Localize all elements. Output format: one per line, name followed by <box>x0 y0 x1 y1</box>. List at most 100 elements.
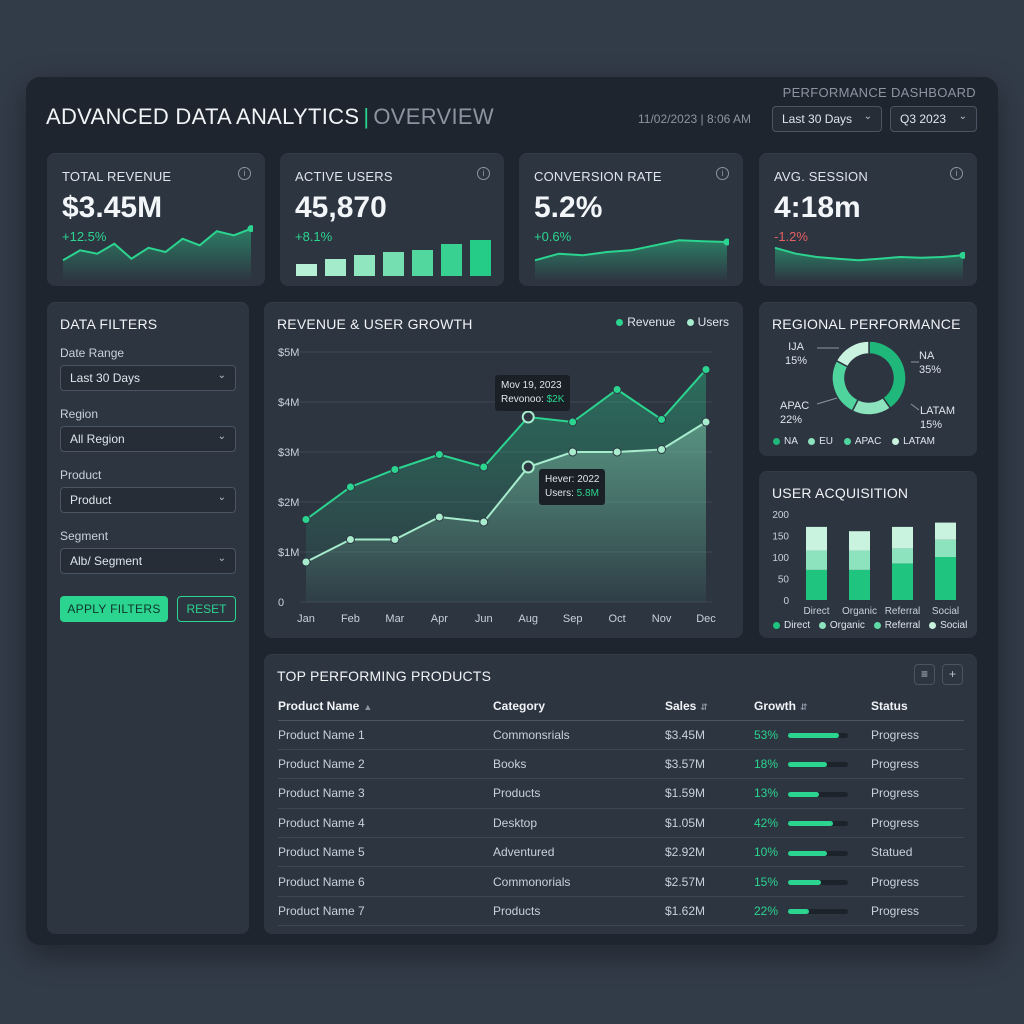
legend-item-na[interactable]: NA <box>773 436 797 447</box>
quarter-dropdown[interactable]: Q3 2023 ⌄ <box>890 106 977 132</box>
data-point-users[interactable] <box>301 557 311 567</box>
data-point-users[interactable] <box>345 535 355 544</box>
bar-segment-direct[interactable] <box>849 569 870 600</box>
users-tooltip: Hever: 2022 Users: 5.8M <box>539 469 606 505</box>
bar-segment-social[interactable] <box>849 531 870 551</box>
legend-item-organic[interactable]: Organic <box>818 620 865 631</box>
table-row[interactable]: Product Name 4 Desktop $1.05M 42% Progress <box>278 808 964 839</box>
column-header-status[interactable]: Status <box>871 692 964 721</box>
leader-line <box>910 403 920 411</box>
data-point-revenue[interactable] <box>434 450 444 459</box>
data-point-users[interactable] <box>612 447 622 457</box>
sort-icon[interactable]: ⇵ <box>800 701 808 712</box>
filter-icon[interactable]: ≡ <box>914 664 935 685</box>
info-icon[interactable]: i <box>716 167 729 180</box>
data-point-revenue[interactable] <box>701 365 711 374</box>
bar-segment-social[interactable] <box>935 522 956 540</box>
legend-item-social[interactable]: Social <box>929 620 967 631</box>
product-name-cell: Product Name 5 <box>278 837 493 868</box>
growth-bar-fill <box>788 733 839 739</box>
bar-segment-direct[interactable] <box>892 563 913 600</box>
bar-segment-social[interactable] <box>892 526 913 549</box>
apply-filters-button[interactable]: APPLY FILTERS <box>60 596 168 622</box>
region-value: All Region <box>70 432 125 446</box>
data-point-revenue[interactable] <box>479 462 489 472</box>
data-point-revenue[interactable] <box>612 385 622 394</box>
column-header-growth[interactable]: Growth ⇵ <box>754 692 871 721</box>
legend-label: Referral <box>884 620 921 631</box>
data-point-users[interactable] <box>479 517 489 527</box>
donut-slice-na[interactable] <box>868 340 907 410</box>
table-row[interactable]: Product Name 7 Products $1.62M 22% Progress <box>278 896 964 927</box>
table-row[interactable]: Product Name 3 Products $1.59M 13% Progress <box>278 778 964 809</box>
column-header-category[interactable]: Category <box>493 692 665 721</box>
region-select[interactable]: All Region ⌄ <box>60 426 236 452</box>
revenue-tooltip: Mov 19, 2023 Revonoo: $2K <box>495 375 571 411</box>
donut-slice-apac[interactable] <box>831 359 860 413</box>
sales-cell: $2.57M <box>665 866 754 897</box>
data-point-users[interactable] <box>390 535 400 544</box>
legend-item-apac[interactable]: APAC <box>843 436 881 447</box>
region-label-eu: IJA 15% <box>785 340 807 368</box>
info-icon[interactable]: i <box>950 167 963 180</box>
revenue-chart-legend: Revenue Users <box>608 315 729 329</box>
bar-segment-organic[interactable] <box>892 548 913 564</box>
growth-bar-fill <box>788 850 827 856</box>
table-row[interactable]: Product Name 5 Adventured $2.92M 10% Statued <box>278 837 964 868</box>
data-point-users[interactable] <box>657 445 667 454</box>
table-row[interactable]: Product Name 1 Commonsrials $3.45M 53% Progr… <box>278 720 964 750</box>
legend-item-users[interactable]: Users <box>686 315 729 329</box>
product-select[interactable]: Product ⌄ <box>60 487 236 513</box>
bar-segment-organic[interactable] <box>935 539 956 557</box>
bar-segment-social[interactable] <box>806 526 827 551</box>
session-sparkline <box>774 246 965 281</box>
legend-label: NA <box>784 436 798 447</box>
table-row[interactable]: Product Name 2 Books $3.57M 18% Progress <box>278 749 964 780</box>
data-point-revenue[interactable] <box>390 465 400 474</box>
sales-cell: $1.05M <box>665 808 754 839</box>
sort-icon[interactable]: ⇵ <box>700 701 708 712</box>
date-range-select[interactable]: Last 30 Days ⌄ <box>60 365 236 391</box>
data-point-users[interactable] <box>434 512 444 522</box>
data-point-users[interactable] <box>701 417 711 427</box>
growth-cell: 42% <box>754 808 871 839</box>
info-icon[interactable]: i <box>477 167 490 180</box>
column-header-name[interactable]: Product Name ▲ <box>278 692 493 721</box>
legend-item-latam[interactable]: LATAM <box>892 436 935 447</box>
data-point-revenue[interactable] <box>568 417 578 427</box>
legend-item-referral[interactable]: Referral <box>873 620 921 631</box>
legend-item-eu[interactable]: EU <box>808 436 833 447</box>
data-point-revenue[interactable] <box>345 482 355 492</box>
bar-segment-organic[interactable] <box>806 550 827 570</box>
info-icon[interactable]: i <box>238 167 251 180</box>
legend-item-revenue[interactable]: Revenue <box>616 315 675 329</box>
x-tick-label: Apr <box>431 613 448 625</box>
legend-item-direct[interactable]: Direct <box>773 620 810 631</box>
bar-segment-organic[interactable] <box>849 550 870 570</box>
data-point-users[interactable] <box>568 447 578 457</box>
data-point-revenue[interactable] <box>301 515 311 524</box>
highlight-point[interactable] <box>521 460 535 474</box>
highlight-point[interactable] <box>521 410 535 424</box>
table-row[interactable]: Product Name 6 Commonorials $2.57M 15% Progr… <box>278 866 964 897</box>
sparkline-line <box>774 246 964 262</box>
segment-select[interactable]: Alb/ Segment ⌄ <box>60 548 236 574</box>
products-title: TOP PERFORMING PRODUCTS <box>277 668 492 684</box>
sparkline-bar <box>383 252 404 276</box>
growth-bar-track <box>788 850 848 856</box>
region-pct: 35% <box>919 364 942 376</box>
add-icon[interactable]: + <box>942 664 963 685</box>
donut-slice-latam[interactable] <box>835 340 870 368</box>
tooltip-value: $2K <box>546 394 565 405</box>
products-table-body: Product Name 1 Commonsrials $3.45M 53% Progr… <box>278 720 964 927</box>
x-tick-label: Referral <box>885 606 921 617</box>
bar-segment-direct[interactable] <box>935 557 956 600</box>
bar-segment-direct[interactable] <box>806 569 827 600</box>
sales-cell: $1.62M <box>665 896 754 927</box>
data-point-revenue[interactable] <box>657 415 667 424</box>
column-header-sales[interactable]: Sales ⇵ <box>665 692 754 721</box>
reset-button[interactable]: RESET <box>177 596 236 622</box>
kpi-delta: -1.2% <box>774 229 808 244</box>
sort-asc-icon[interactable]: ▲ <box>363 701 373 712</box>
range-dropdown[interactable]: Last 30 Days ⌄ <box>772 106 882 132</box>
